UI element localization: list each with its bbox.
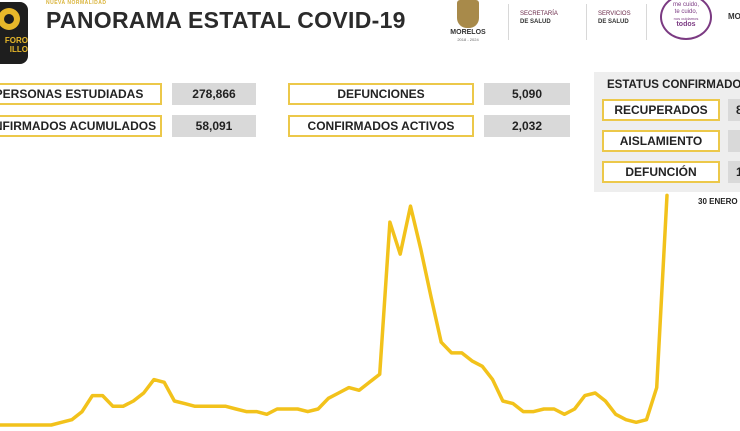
morelos-years: 2018 - 2024 — [457, 37, 479, 42]
slogan-line4: todos — [676, 21, 696, 28]
app-logo: FORO ILLO — [0, 2, 28, 64]
confirmados-acumulados-value: 58,091 — [172, 115, 256, 137]
org-line1: SERVICIOS — [598, 11, 631, 17]
org-line2: DE SALUD — [520, 19, 551, 25]
confirmados-activos-label: CONFIRMADOS ACTIVOS — [288, 115, 474, 137]
defunciones-label: DEFUNCIONES — [288, 83, 474, 105]
supertitle: NUEVA NORMALIDAD — [46, 0, 107, 6]
status-defuncion-label: DEFUNCIÓN — [602, 161, 720, 183]
personas-estudiadas-label: PERSONAS ESTUDIADAS — [0, 83, 162, 105]
date-label: 30 ENERO — [698, 197, 738, 206]
defunciones-value: 5,090 — [484, 83, 570, 105]
star-badge-icon — [0, 8, 20, 30]
status-aislamiento-label: AISLAMIENTO — [602, 130, 720, 152]
status-recuperados-value: 8 — [728, 99, 740, 121]
confirmados-acumulados-label: CONFIRMADOS ACUMULADOS — [0, 115, 162, 137]
slogan-line3: nos cuidamos — [673, 16, 699, 21]
morelos-name: MORELOS — [450, 29, 486, 36]
slogan-line2: te cuido, — [674, 9, 698, 15]
header-divider — [646, 4, 647, 40]
personas-estudiadas-value: 278,866 — [172, 83, 256, 105]
header-divider — [586, 4, 587, 40]
state-shield-icon — [457, 0, 479, 28]
org-servicios-salud: SERVICIOS DE SALUD — [598, 10, 631, 26]
org-line1: SECRETARÍA — [520, 11, 558, 17]
slogan-line1: me cuido, — [672, 2, 699, 8]
series-line — [0, 193, 669, 427]
slogan-badge: me cuido, te cuido, nos cuidamos todos — [660, 0, 712, 40]
status-recuperados-label: RECUPERADOS — [602, 99, 720, 121]
status-aislamiento-value — [728, 130, 740, 152]
confirmados-activos-value: 2,032 — [484, 115, 570, 137]
logo-text: FORO ILLO — [4, 36, 28, 54]
org-line2: DE SALUD — [598, 19, 629, 25]
page-title: PANORAMA ESTATAL COVID-19 — [46, 7, 406, 33]
org-secretaria-salud: SECRETARÍA DE SALUD — [520, 10, 558, 26]
cut-logo-text: MO — [728, 12, 740, 21]
status-defuncion-value: 1 — [728, 161, 740, 183]
status-panel-title: ESTATUS CONFIRMADOS — [607, 79, 740, 91]
morelos-logo: MORELOS 2018 - 2024 — [438, 0, 498, 44]
header-divider — [508, 4, 509, 40]
